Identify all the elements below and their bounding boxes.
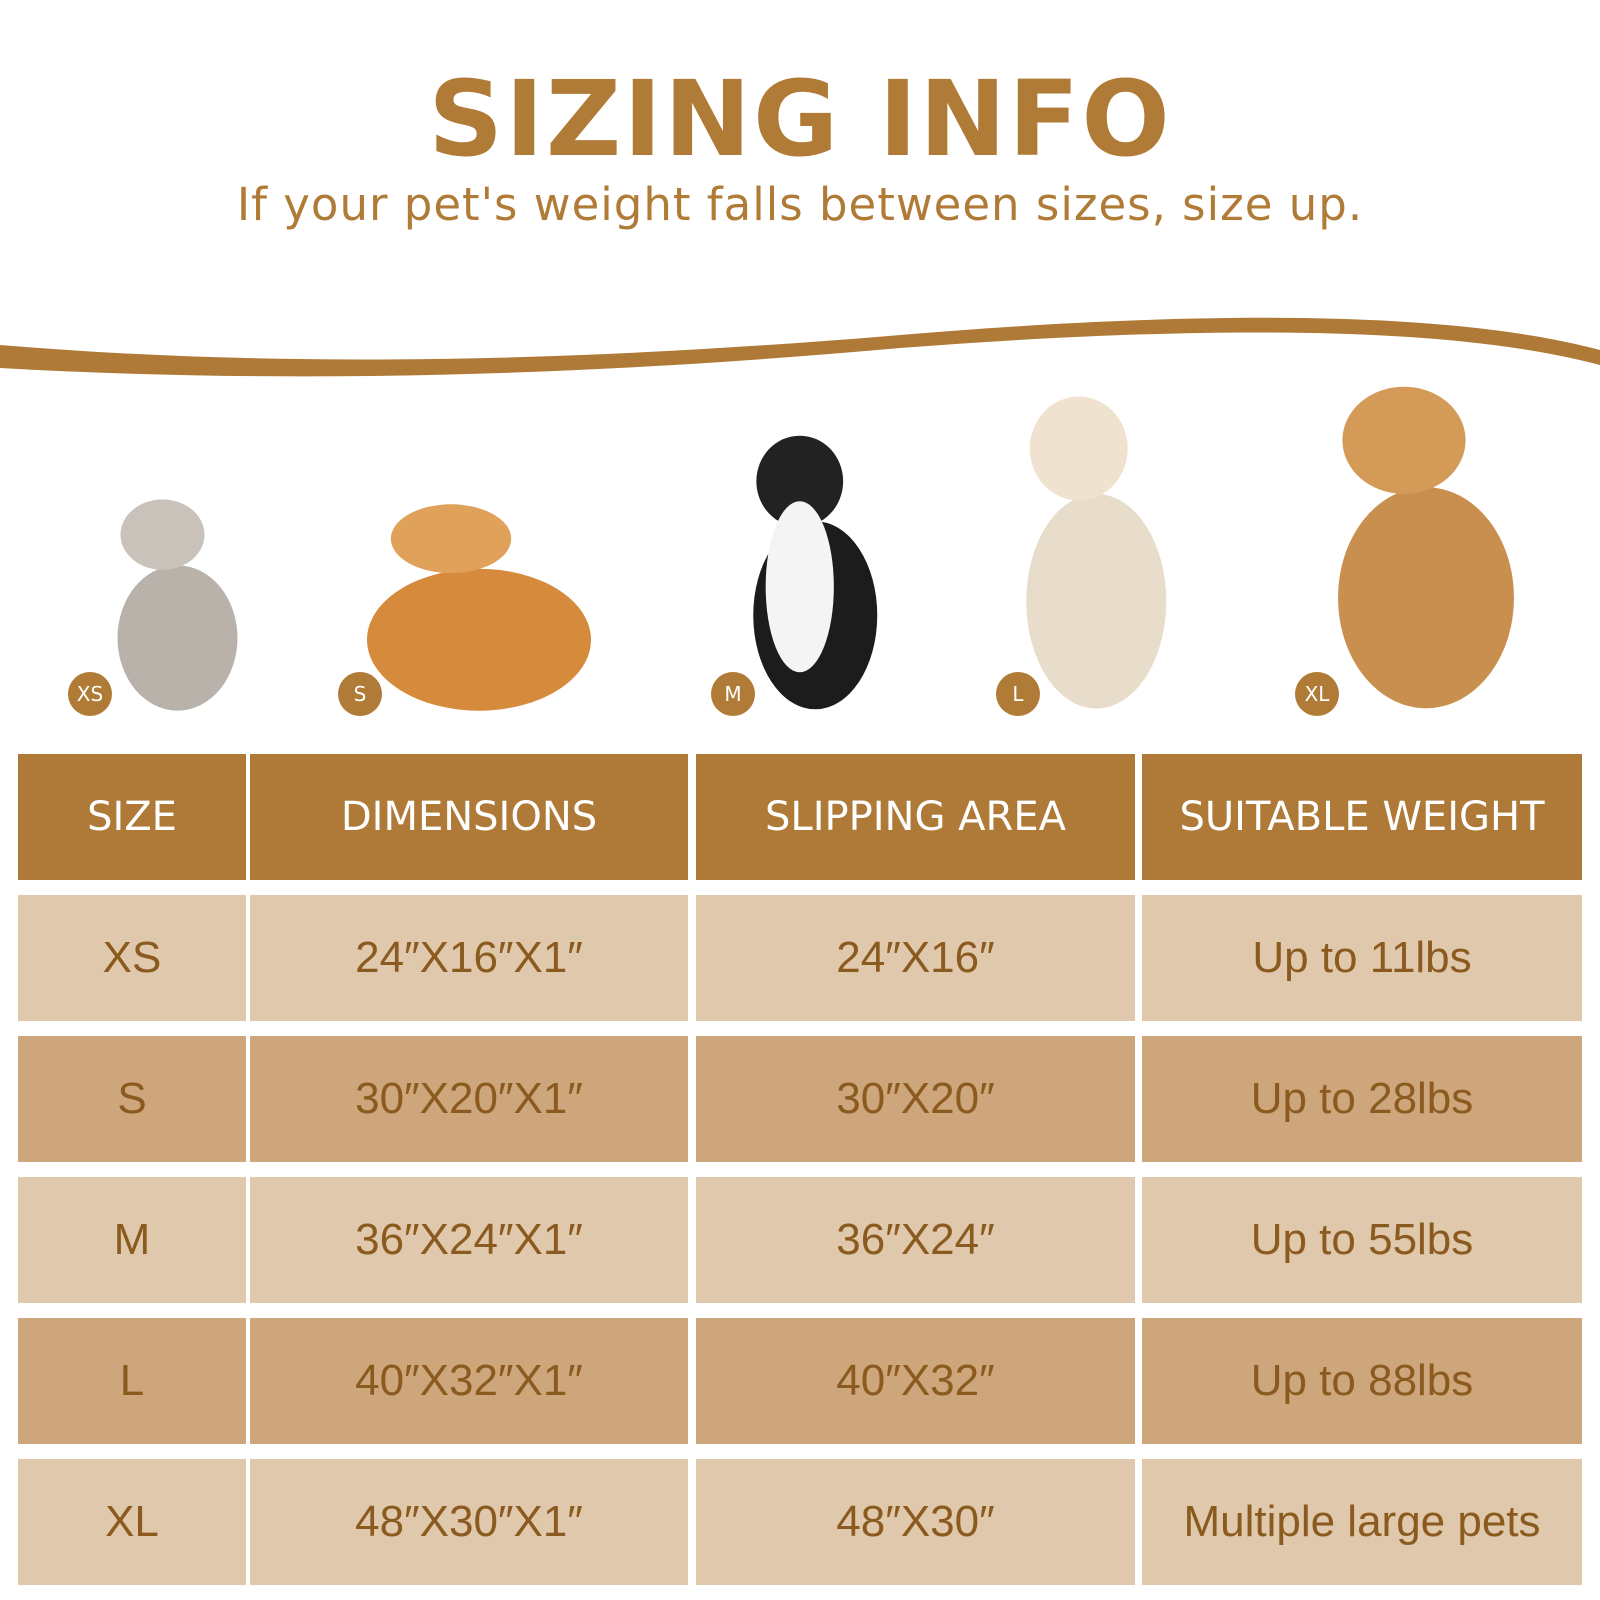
table-cell: XL [18, 1459, 246, 1585]
table-header-cell: DIMENSIONS [250, 754, 688, 880]
table-cell: 40″X32″X1″ [250, 1318, 688, 1444]
table-cell: Up to 88lbs [1142, 1318, 1582, 1444]
size-badge-m: M [711, 672, 755, 716]
table-cell: Multiple large pets [1142, 1459, 1582, 1585]
table-cell: M [18, 1177, 246, 1303]
border-collie-photo [753, 435, 878, 710]
table-header-cell: SUITABLE WEIGHT [1142, 754, 1582, 880]
table-cell: 36″X24″ [696, 1177, 1135, 1303]
table-cell: 30″X20″ [696, 1036, 1135, 1162]
page-subtitle: If your pet's weight falls between sizes… [236, 178, 1364, 231]
table-header-cell: SIZE [18, 754, 246, 880]
table-cell: 48″X30″X1″ [250, 1459, 688, 1585]
table-cell: Up to 28lbs [1142, 1036, 1582, 1162]
table-cell: S [18, 1036, 246, 1162]
corgi-photo [367, 504, 591, 711]
table-cell: 36″X24″X1″ [250, 1177, 688, 1303]
cat-photo [117, 499, 238, 711]
page-title: SIZING INFO [428, 58, 1172, 180]
table-cell: 48″X30″ [696, 1459, 1135, 1585]
table-cell: 40″X32″ [696, 1318, 1135, 1444]
table-header-cell: SLIPPING AREA [696, 754, 1135, 880]
golden-retriever-photo [1338, 386, 1514, 709]
size-badge-xs: XS [68, 672, 112, 716]
table-cell: 24″X16″X1″ [250, 895, 688, 1021]
table-cell: 30″X20″X1″ [250, 1036, 688, 1162]
table-cell: Up to 55lbs [1142, 1177, 1582, 1303]
size-badge-l: L [996, 672, 1040, 716]
table-cell: Up to 11lbs [1142, 895, 1582, 1021]
golden-retriever-light-photo [1026, 396, 1167, 709]
size-badge-xl: XL [1295, 672, 1339, 716]
table-cell: L [18, 1318, 246, 1444]
table-cell: XS [18, 895, 246, 1021]
table-cell: 24″X16″ [696, 895, 1135, 1021]
decorative-wave [0, 317, 1600, 377]
size-badge-s: S [338, 672, 382, 716]
